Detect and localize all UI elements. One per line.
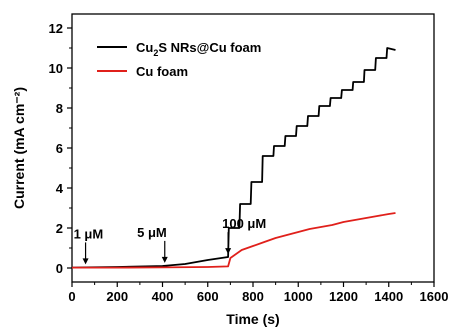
y-tick-label: 2 xyxy=(56,221,63,236)
annotation-arrow-head xyxy=(82,258,89,265)
x-tick-label: 800 xyxy=(242,289,264,304)
y-axis-title: Current (mA cm⁻²) xyxy=(11,87,27,209)
tick-layer: 0 200 400 600 800 1000 1200 1400 1600 0 2 4 6 8 10 12 xyxy=(49,21,449,304)
x-axis-title: Time (s) xyxy=(226,311,279,327)
y-tick-label: 4 xyxy=(56,181,64,196)
x-tick-label: 200 xyxy=(106,289,128,304)
x-tick-label: 400 xyxy=(152,289,174,304)
x-tick-label: 1000 xyxy=(284,289,313,304)
annotation-arrow-head xyxy=(225,248,232,255)
x-tick-label: 1600 xyxy=(420,289,449,304)
x-tick-label: 600 xyxy=(197,289,219,304)
legend: Cu2S NRs@Cu foam Cu foam xyxy=(97,40,261,79)
y-tick-label: 8 xyxy=(56,101,63,116)
annotation-label: 1 μM xyxy=(74,226,104,241)
annotation-arrow-head xyxy=(161,256,168,263)
x-tick-label: 1400 xyxy=(374,289,403,304)
series-layer xyxy=(71,47,396,269)
y-tick-label: 12 xyxy=(49,21,63,36)
y-tick-label: 6 xyxy=(56,141,63,156)
y-tick-label: 0 xyxy=(56,261,63,276)
plot-area: 0 200 400 600 800 1000 1200 1400 1600 0 2 4 6 8 10 12 1… xyxy=(49,13,449,304)
annotation-label: 5 μM xyxy=(137,225,167,240)
series-line-1 xyxy=(72,212,396,269)
legend-label-cu2s: Cu2S NRs@Cu foam xyxy=(136,40,261,58)
series-line-0 xyxy=(71,47,396,269)
legend-label-cufoam: Cu foam xyxy=(136,64,188,79)
annotation-label: 100 μM xyxy=(222,216,266,231)
x-tick-label: 1200 xyxy=(329,289,358,304)
y-tick-label: 10 xyxy=(49,61,63,76)
x-tick-label: 0 xyxy=(68,289,75,304)
annotation-layer: 1 μM 5 μM 100 μM xyxy=(74,216,266,265)
